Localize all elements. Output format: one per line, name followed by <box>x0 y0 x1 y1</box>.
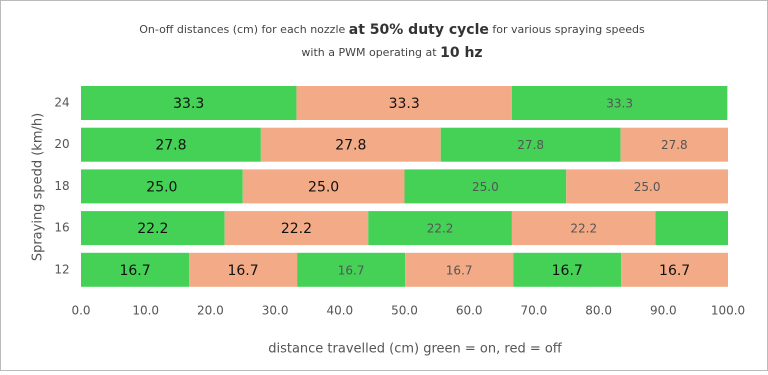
data-label: 16.7 <box>446 263 473 277</box>
bar-segment <box>511 86 728 120</box>
x-tick-label: 50.0 <box>391 304 418 318</box>
bar-segment <box>513 252 622 287</box>
bar-segment <box>260 127 441 162</box>
x-tick-label: 40.0 <box>326 304 353 318</box>
bar-segment <box>405 252 514 287</box>
title-part: On-off distances (cm) for each nozzle <box>139 23 349 36</box>
y-tick-label: 24 <box>54 96 69 110</box>
x-tick-label: 30.0 <box>262 304 289 318</box>
y-tick-label: 18 <box>54 179 69 193</box>
x-tick-label: 20.0 <box>197 304 224 318</box>
data-label: 27.8 <box>661 138 688 152</box>
bar-segment <box>511 211 656 246</box>
data-label: 27.8 <box>155 138 186 154</box>
bar-segment <box>296 86 512 120</box>
bar-segment <box>189 252 298 287</box>
bar-segment <box>81 211 225 246</box>
x-tick-label: 90.0 <box>650 304 677 318</box>
bars <box>81 86 728 287</box>
data-label: 25.0 <box>308 179 339 195</box>
bar-segment <box>81 169 243 204</box>
bar-segment <box>81 252 190 287</box>
bar-segment <box>224 211 369 246</box>
data-label: 16.7 <box>552 263 583 279</box>
title-part: for various spraying speeds <box>489 23 645 36</box>
bar-segment <box>566 169 728 204</box>
y-tick-label: 16 <box>54 221 69 235</box>
bar-segment <box>81 86 297 120</box>
data-label: 22.2 <box>281 221 312 237</box>
x-tick-label: 100.0 <box>711 304 745 318</box>
bar-segment <box>621 252 728 287</box>
data-label: 22.2 <box>570 222 597 236</box>
title-part: at 50% duty cycle <box>349 22 489 38</box>
data-label: 27.8 <box>517 138 544 152</box>
bar-segment <box>242 169 405 204</box>
bar-segment <box>81 127 261 162</box>
y-tick-label: 20 <box>54 137 69 151</box>
bar-segment <box>404 169 567 204</box>
data-label: 16.7 <box>227 263 258 279</box>
data-label: 16.7 <box>119 263 150 279</box>
data-label: 16.7 <box>659 263 690 279</box>
x-tick-label: 0.0 <box>71 304 90 318</box>
y-axis-title: Spraying spedd (km/h) <box>31 113 46 261</box>
title-part: 10 hz <box>440 45 482 61</box>
data-label: 33.3 <box>389 96 420 112</box>
data-label: 25.0 <box>472 180 499 194</box>
bar-segment <box>297 252 406 287</box>
title-part: with a PWM operating at <box>301 46 440 59</box>
data-label: 25.0 <box>146 179 177 195</box>
bar-segment <box>440 127 621 162</box>
data-label: 33.3 <box>173 96 204 112</box>
x-tick-label: 80.0 <box>585 304 612 318</box>
x-tick-label: 60.0 <box>456 304 483 318</box>
data-label: 25.0 <box>634 180 661 194</box>
data-label: 33.3 <box>606 97 633 111</box>
bar-segment <box>620 127 728 162</box>
data-label: 27.8 <box>335 138 366 154</box>
x-tick-label: 10.0 <box>132 304 159 318</box>
y-tick-label: 12 <box>54 262 69 276</box>
bar-segment <box>368 211 512 246</box>
bar-segment <box>655 211 728 246</box>
data-label: 22.2 <box>137 221 168 237</box>
title-line: On-off distances (cm) for each nozzle at… <box>139 22 645 38</box>
data-label: 16.7 <box>338 263 365 277</box>
x-axis-title: distance travelled (cm) green = on, red … <box>268 342 563 357</box>
title-line: with a PWM operating at 10 hz <box>301 45 482 61</box>
data-label: 22.2 <box>427 222 454 236</box>
x-tick-label: 70.0 <box>521 304 548 318</box>
